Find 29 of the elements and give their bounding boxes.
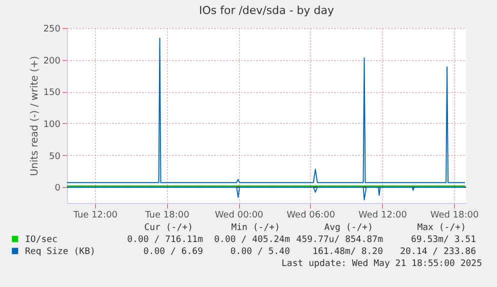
text: 161.48m/ 8.20 (312, 247, 383, 257)
legend-label: Req Size (KB) (25, 247, 96, 257)
x-tick-label: Wed 12:00 (358, 210, 408, 220)
x-tick-label: Wed 00:00 (214, 210, 264, 220)
y-tick-label: 200 (43, 56, 61, 66)
text: 0.00 / 6.69 (143, 247, 203, 257)
text: 0.00 / 405.24m (214, 235, 290, 245)
chart-title: IOs for /dev/sda - by day (198, 4, 335, 17)
text: Cur (-/+) (144, 223, 193, 233)
text: Avg (-/+) (324, 223, 373, 233)
text: 0.00 / 5.40 (230, 247, 290, 257)
y-tick-label: 100 (43, 120, 61, 130)
x-tick-label: Tue 18:00 (144, 210, 190, 220)
y-tick-label: 50 (49, 152, 61, 162)
x-tick-label: Wed 18:00 (430, 210, 480, 220)
text: Min (-/+) (231, 223, 280, 233)
x-tick-label: Wed 06:00 (286, 210, 336, 220)
x-tick-label: Tue 12:00 (72, 210, 118, 220)
text: 69.53m/ 3.51 (410, 235, 476, 245)
text: 20.14 / 233.86 (400, 247, 476, 257)
text: 459.77u/ 854.87m (296, 235, 383, 245)
y-tick-label: 250 (43, 24, 61, 34)
text: 0.00 / 716.11m (127, 235, 203, 245)
y-tick-label: 150 (43, 88, 61, 98)
legend-label: IO/sec (25, 235, 58, 245)
y-tick-label: 0 (54, 184, 61, 194)
text: Last update: Wed May 21 18:55:00 2025 (282, 259, 482, 269)
text: Max (-/+) (417, 223, 466, 233)
y-axis-title: Units read (-) / write (+) (29, 56, 40, 176)
